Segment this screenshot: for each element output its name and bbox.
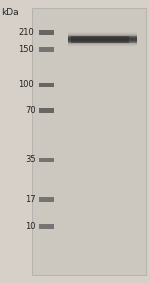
Bar (68, 35, 137, 36)
Bar (39, 224, 54, 229)
Bar (68, 32, 137, 33)
Bar (68, 42, 137, 43)
Bar (68, 34, 137, 35)
Bar (68, 45, 137, 46)
Bar (68, 41, 137, 42)
Bar (39, 158, 54, 162)
Text: 10: 10 (25, 222, 36, 231)
Text: kDa: kDa (1, 8, 18, 17)
Bar (68, 41, 137, 42)
Bar (68, 36, 137, 37)
Text: 150: 150 (18, 45, 34, 54)
Bar (68, 36, 137, 37)
FancyBboxPatch shape (32, 8, 146, 275)
Bar (68, 44, 137, 45)
Bar (39, 47, 54, 52)
Text: 100: 100 (18, 80, 34, 89)
Bar (68, 40, 137, 41)
Bar (68, 42, 137, 43)
Bar (68, 46, 137, 47)
Bar (68, 43, 137, 44)
Bar (68, 37, 137, 38)
Bar (68, 39, 137, 40)
Bar (39, 198, 54, 201)
Bar (39, 30, 54, 35)
Bar (68, 37, 137, 38)
Text: 70: 70 (25, 106, 36, 115)
Text: 35: 35 (25, 155, 36, 164)
Text: 17: 17 (25, 195, 36, 204)
Bar (68, 33, 137, 34)
Text: 210: 210 (18, 28, 34, 37)
Bar (71, 36, 129, 43)
Bar (68, 40, 137, 41)
Bar (68, 44, 137, 45)
Bar (68, 39, 137, 40)
Bar (68, 38, 137, 39)
Bar (68, 34, 137, 35)
Bar (39, 108, 54, 113)
Bar (39, 83, 54, 87)
